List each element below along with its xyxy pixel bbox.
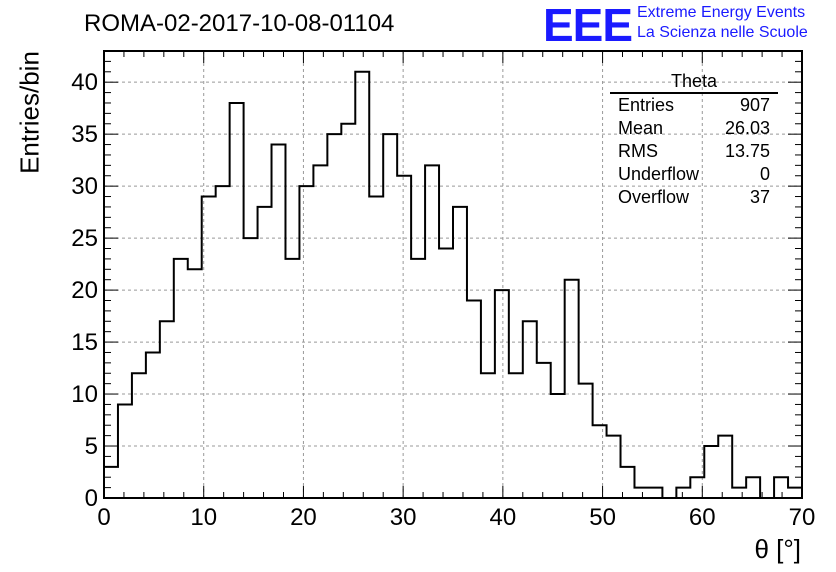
histogram-bin xyxy=(439,249,453,498)
y-tick-label: 20 xyxy=(71,277,98,304)
x-tick-label: 10 xyxy=(190,504,217,531)
stats-value: 0 xyxy=(759,164,770,184)
histogram-bin xyxy=(202,197,216,498)
logo-line-1: Extreme Energy Events xyxy=(637,4,806,21)
y-tick-label: 10 xyxy=(71,381,98,408)
histogram-bin xyxy=(453,207,467,498)
histogram-bin xyxy=(327,134,341,498)
stats-label: Underflow xyxy=(618,164,700,184)
histogram-bin xyxy=(648,488,662,498)
stats-title: Theta xyxy=(610,72,778,94)
histogram-bin xyxy=(551,394,565,498)
x-axis-label: θ [°] xyxy=(754,534,801,564)
histogram-bin xyxy=(607,436,621,498)
y-axis-label: Entries/bin xyxy=(14,51,45,174)
histogram-bin xyxy=(774,477,788,498)
x-tick-label: 70 xyxy=(789,504,816,531)
stats-row-overflow: Overflow 37 xyxy=(610,186,778,209)
histogram-bin xyxy=(537,363,551,498)
histogram-bin xyxy=(230,103,244,498)
histogram-bin xyxy=(146,352,160,498)
histogram-series xyxy=(103,70,802,499)
histogram-bin xyxy=(397,176,411,498)
histogram-bin xyxy=(788,488,802,498)
x-tick-label: 60 xyxy=(689,504,716,531)
histogram-bin xyxy=(174,259,188,498)
histogram-bin xyxy=(746,477,760,498)
stats-row-entries: Entries 907 xyxy=(610,94,778,117)
histogram-bin xyxy=(509,373,523,498)
y-tick-label: 30 xyxy=(71,173,98,200)
histogram-bin xyxy=(676,488,690,498)
y-tick-label: 15 xyxy=(71,329,98,356)
stats-box: Theta Entries 907 Mean 26.03 RMS 13.75 U… xyxy=(610,72,778,209)
histogram-bin xyxy=(118,404,132,498)
histogram-bin xyxy=(369,197,383,498)
plot-frame xyxy=(103,50,803,499)
histogram-bin xyxy=(565,280,579,498)
histogram-bin xyxy=(313,165,327,498)
x-tick-label: 30 xyxy=(390,504,417,531)
stats-label: RMS xyxy=(618,141,658,161)
histogram-bin xyxy=(425,165,439,498)
histogram-bin xyxy=(634,488,648,498)
y-tick-label: 0 xyxy=(85,485,98,512)
histogram-bin xyxy=(285,259,299,498)
x-tick-label: 20 xyxy=(290,504,317,531)
logo-line-2: La Scienza nelle Scuole xyxy=(637,24,808,41)
stats-row-rms: RMS 13.75 xyxy=(610,140,778,163)
histogram-bin xyxy=(495,290,509,498)
stats-row-underflow: Underflow 0 xyxy=(610,163,778,186)
histogram-bin xyxy=(481,373,495,498)
y-tick-label: 5 xyxy=(85,433,98,460)
y-tick-label: 25 xyxy=(71,225,98,252)
histogram-bin xyxy=(299,186,313,498)
histogram-bin xyxy=(341,124,355,498)
stats-value: 13.75 xyxy=(724,141,770,161)
stats-label: Mean xyxy=(618,118,664,138)
stats-label: Overflow xyxy=(618,187,690,207)
histogram-bin xyxy=(704,446,718,498)
histogram-bin xyxy=(383,134,397,498)
stats-value: 907 xyxy=(739,95,770,115)
histogram-bin xyxy=(104,467,118,498)
histogram-bin xyxy=(244,238,258,498)
stats-value: 26.03 xyxy=(724,118,770,138)
x-tick-label: 40 xyxy=(490,504,517,531)
y-tick-label: 40 xyxy=(71,69,98,96)
eee-logo-mark: EEE xyxy=(543,0,633,51)
x-tick-label: 0 xyxy=(97,504,110,531)
stats-value: 37 xyxy=(749,187,770,207)
histogram-bin xyxy=(160,321,174,498)
histogram-bin xyxy=(732,488,746,498)
histogram-bin xyxy=(132,373,146,498)
histogram-bin xyxy=(258,207,272,498)
histogram-bin xyxy=(411,259,425,498)
stats-label: Entries xyxy=(618,95,675,115)
histogram-bin xyxy=(272,145,286,498)
histogram-bin xyxy=(467,300,481,498)
x-tick-label: 50 xyxy=(589,504,616,531)
histogram-bin xyxy=(216,186,230,498)
histogram-bin xyxy=(355,72,369,498)
histogram-bin xyxy=(523,321,537,498)
histogram-bin xyxy=(718,436,732,498)
histogram-bin xyxy=(593,425,607,498)
chart-title: ROMA-02-2017-10-08-01104 xyxy=(84,10,395,37)
histogram-bin xyxy=(188,269,202,498)
histogram-bin xyxy=(579,384,593,498)
y-tick-label: 35 xyxy=(71,121,98,148)
stats-row-mean: Mean 26.03 xyxy=(610,117,778,140)
